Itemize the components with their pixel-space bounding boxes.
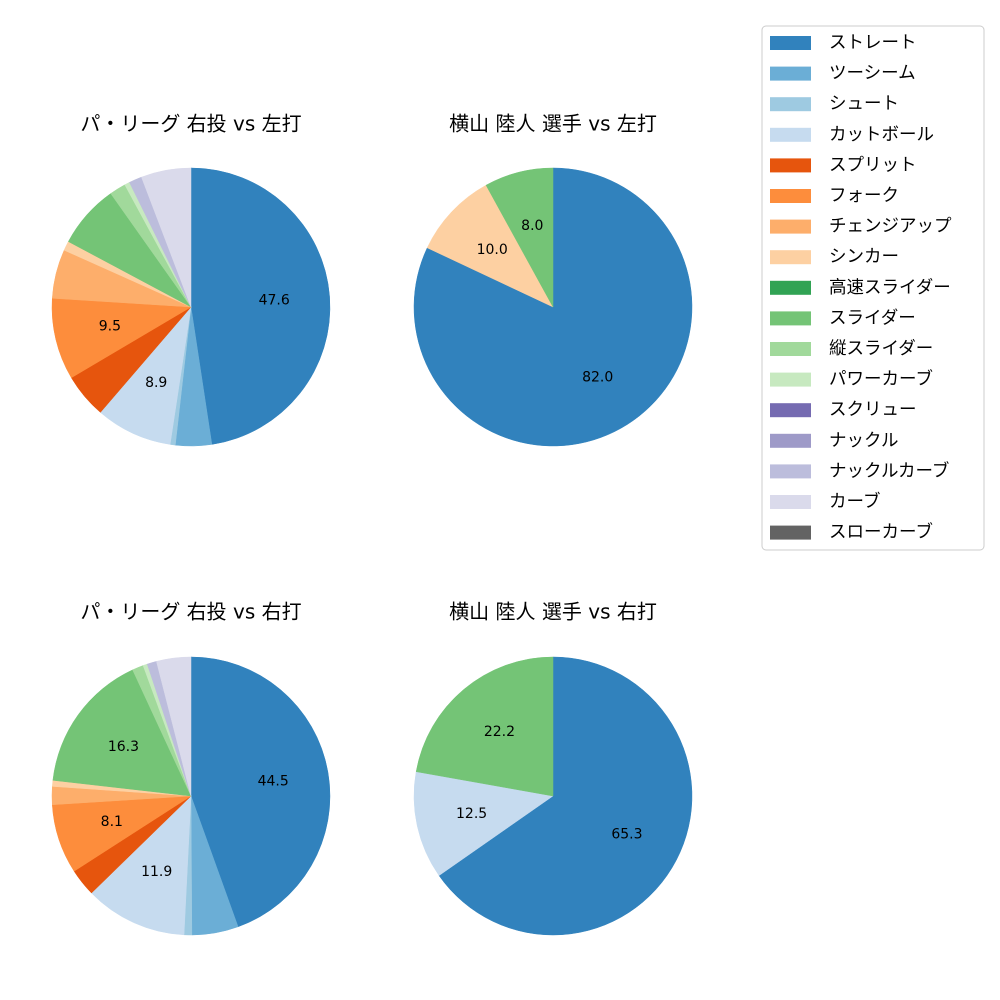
legend-swatch [770, 495, 811, 509]
legend-entry: スクリュー [770, 400, 917, 420]
pie-slice [91, 795, 192, 936]
legend-swatch [770, 97, 811, 112]
legend-swatch [770, 127, 811, 142]
pie-chart-3: パ・リーグ 右投 vs 右打 44.5 11.9 8.1 16.3 [51, 600, 331, 936]
legend-label: チェンジアップ [829, 217, 952, 237]
legend-label: フォーク [829, 186, 899, 206]
slice-label: 22.2 [484, 724, 515, 740]
legend-entry: スライダー [770, 308, 916, 328]
pie-slice [415, 656, 554, 797]
legend-entry: カーブ [770, 491, 880, 512]
slice-label: 82.0 [582, 369, 613, 385]
legend-entry: カットボール [770, 125, 934, 145]
pie-slice [190, 656, 331, 928]
legend-entry: シンカー [770, 247, 899, 267]
pie-slice [190, 167, 331, 445]
legend-swatch [770, 433, 811, 448]
legend-label: スプリット [829, 155, 917, 175]
slice-label: 9.5 [99, 319, 121, 335]
pie-slice [426, 184, 554, 308]
slice-label: 10.0 [477, 242, 508, 258]
legend-entry: ストレート [770, 33, 917, 53]
legend-swatch [770, 464, 811, 479]
legend-label: シュート [829, 94, 899, 114]
legend-entry: ナックルカーブ [770, 460, 949, 481]
legend-label: スローカーブ [829, 522, 933, 543]
legend-swatch [770, 403, 811, 418]
legend-entry: フォーク [770, 186, 899, 206]
pie-title: パ・リーグ 右投 vs 右打 [80, 600, 301, 624]
pie-slice [438, 656, 693, 936]
legend-swatch [770, 342, 811, 356]
legend-entry: チェンジアップ [770, 217, 952, 237]
legend-entry: シュート [770, 94, 899, 114]
legend-label: スライダー [829, 308, 916, 328]
legend-swatch [770, 280, 811, 295]
legend-entry: ナックル [770, 431, 898, 451]
pie-slice [141, 167, 192, 308]
slice-label: 8.1 [101, 814, 123, 830]
pie-chart-2: 横山 陸人 選手 vs 左打 82.0 10.0 8.0 [413, 112, 693, 447]
legend-swatch [770, 525, 811, 540]
pie-chart-1: パ・リーグ 右投 vs 左打 47.6 8.9 9.5 [51, 112, 331, 447]
slice-label: 11.9 [141, 864, 172, 880]
legend-swatch [770, 158, 811, 173]
legend-items: ストレートツーシームシュートカットボールスプリットフォークチェンジアップシンカー… [770, 33, 952, 543]
pie-slice [52, 669, 192, 797]
legend-label: ツーシーム [829, 64, 916, 84]
pie-title: 横山 陸人 選手 vs 左打 [449, 112, 657, 136]
slice-label: 8.9 [145, 375, 167, 391]
legend-entry: スプリット [770, 155, 917, 175]
legend-swatch [770, 66, 811, 81]
slice-label: 44.5 [258, 774, 289, 790]
pie-title: パ・リーグ 右投 vs 左打 [80, 112, 301, 136]
pie-slice [156, 656, 192, 797]
legend-entry: 縦スライダー [770, 339, 933, 359]
legend-swatch [770, 311, 811, 326]
legend-label: シンカー [829, 247, 899, 267]
pie-slice [413, 771, 554, 876]
legend-label: ナックル [829, 431, 898, 451]
slice-label: 47.6 [259, 293, 290, 309]
legend-entry: パワーカーブ [770, 369, 933, 390]
legend-entry: 高速スライダー [770, 278, 951, 298]
legend-label: 高速スライダー [829, 278, 951, 298]
pie-slice [485, 167, 554, 308]
slice-label: 16.3 [108, 739, 139, 755]
legend-swatch [770, 189, 811, 203]
slice-label: 8.0 [521, 218, 543, 234]
slice-label: 12.5 [456, 806, 487, 822]
pie-chart-4: 横山 陸人 選手 vs 右打 65.3 12.5 22.2 [413, 600, 693, 936]
slice-label: 65.3 [611, 827, 642, 843]
legend-label: カットボール [829, 125, 934, 145]
legend: ストレートツーシームシュートカットボールスプリットフォークチェンジアップシンカー… [761, 25, 985, 551]
legend-label: スクリュー [829, 400, 917, 420]
pie-slice [51, 298, 192, 379]
legend-entry: ツーシーム [770, 64, 916, 84]
pie-charts: パ・リーグ 右投 vs 左打 47.6 8.9 9.5 横山 陸人 選手 vs 左打 82… [51, 112, 693, 936]
legend-label: カーブ [829, 491, 880, 512]
legend-label: パワーカーブ [829, 369, 933, 390]
legend-swatch [770, 36, 811, 50]
legend-label: ストレート [829, 33, 917, 53]
legend-frame [761, 25, 985, 551]
legend-entry: スローカーブ [770, 522, 933, 543]
legend-label: ナックルカーブ [829, 460, 949, 481]
legend-label: 縦スライダー [829, 339, 933, 359]
legend-swatch [770, 250, 811, 265]
legend-swatch [770, 372, 811, 387]
legend-swatch [770, 219, 811, 234]
pie-title: 横山 陸人 選手 vs 右打 [449, 600, 657, 624]
